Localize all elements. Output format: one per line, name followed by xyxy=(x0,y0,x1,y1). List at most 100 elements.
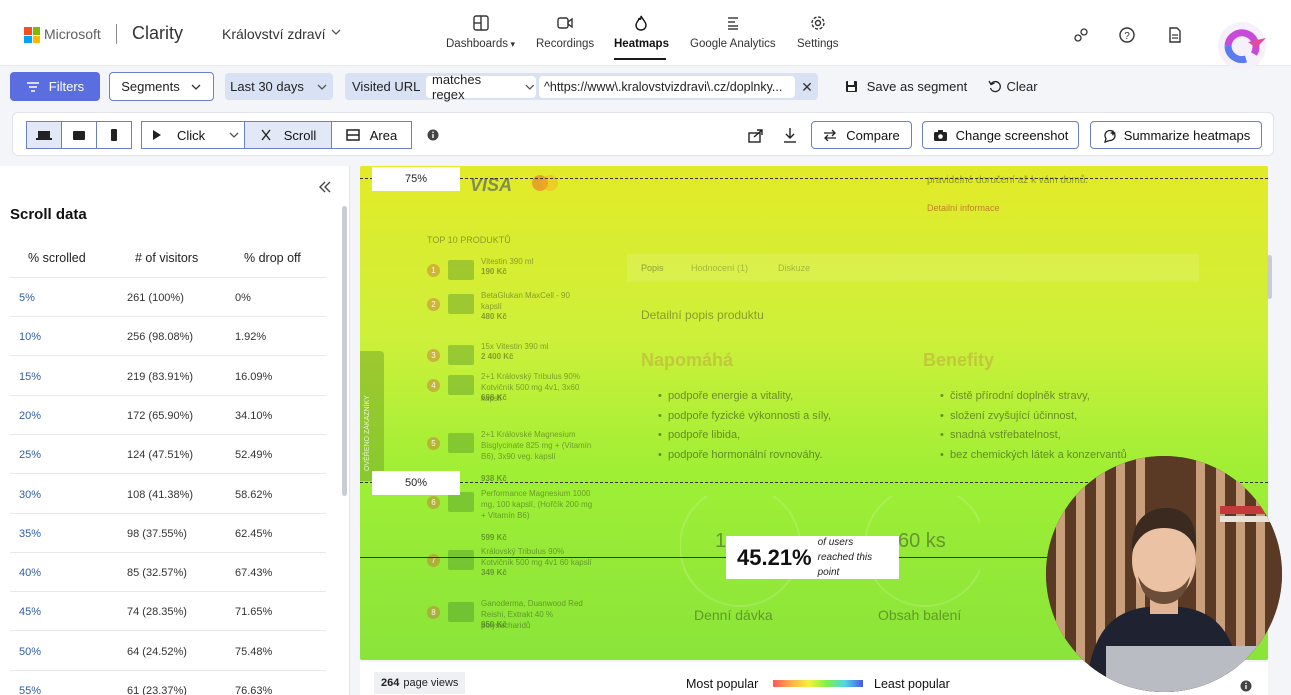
bullet-dot: • xyxy=(940,390,944,402)
table-row[interactable]: 20% 172 (65.90%) 34.10% xyxy=(10,396,326,435)
nav-label: Recordings xyxy=(536,38,595,50)
tab-diskuze[interactable]: Diskuze xyxy=(778,263,811,273)
clear-button[interactable]: Clear xyxy=(986,73,1040,100)
tab-hodnoceni[interactable]: Hodnocení (1) xyxy=(691,263,749,273)
save-segment-button[interactable]: Save as segment xyxy=(844,73,968,100)
product-name-link[interactable]: Královský Tribulus 90% Kotvičník 500 mg … xyxy=(481,547,592,567)
mobile-device-button[interactable] xyxy=(96,121,132,149)
scroll-heatmap-button[interactable]: Scroll xyxy=(244,121,332,149)
desktop-device-button[interactable] xyxy=(26,121,62,149)
account-avatar-icon[interactable] xyxy=(1214,20,1270,72)
scrolled-cell: 50% xyxy=(19,645,42,658)
date-range-select[interactable]: Last 30 days xyxy=(225,73,333,100)
filter-icon xyxy=(26,81,39,92)
nav-recordings[interactable]: Recordings xyxy=(536,14,594,50)
product-thumbnail[interactable] xyxy=(448,375,474,395)
nav-heatmaps[interactable]: Heatmaps xyxy=(614,14,669,50)
mobile-icon xyxy=(111,129,117,141)
scrolled-cell: 5% xyxy=(19,292,35,304)
tablet-device-button[interactable] xyxy=(61,121,97,149)
save-segment-label: Save as segment xyxy=(866,79,968,94)
document-icon[interactable] xyxy=(1166,26,1184,44)
table-row[interactable]: 25% 124 (47.51%) 52.49% xyxy=(10,435,326,475)
summarize-heatmaps-button[interactable]: Summarize heatmaps xyxy=(1090,121,1262,149)
tab-popis[interactable]: Popis xyxy=(641,263,664,273)
benefity-heading: Benefity xyxy=(923,350,995,370)
heatmap-scrollbar[interactable] xyxy=(1267,255,1272,299)
product-name[interactable]: Clarity xyxy=(132,23,184,43)
area-heatmap-button[interactable]: Area xyxy=(331,121,412,149)
table-row[interactable]: 50% 64 (24.52%) 75.48% xyxy=(10,632,326,671)
help-icon[interactable]: ? xyxy=(1118,26,1136,44)
product-name-link[interactable]: 2+1 Královský Tribulus 90% Kotvičník 500… xyxy=(481,372,580,403)
column-header-dropoff[interactable]: % drop off xyxy=(244,251,301,265)
info-icon[interactable] xyxy=(427,129,439,141)
share-icon[interactable] xyxy=(748,128,764,143)
visitors-cell: 85 (32.57%) xyxy=(127,567,187,580)
table-row[interactable]: 15% 219 (83.91%) 16.09% xyxy=(10,357,326,396)
product-thumbnail[interactable] xyxy=(448,345,474,365)
scroll-icon xyxy=(261,129,271,141)
table-row[interactable]: 45% 74 (28.35%) 71.65% xyxy=(10,592,326,632)
verified-badge-tab[interactable]: OVĚŘENO ZÁKAZNÍKY xyxy=(360,351,384,481)
product-thumbnail[interactable] xyxy=(448,260,474,280)
table-row[interactable]: 55% 61 (23.37%) 76.63% xyxy=(10,671,326,695)
info-icon[interactable] xyxy=(1240,680,1252,692)
product-rank-badge: 3 xyxy=(427,349,440,362)
scroll-heatmap-view: VISA pravidelné doručení až k vám domů. … xyxy=(360,166,1268,660)
bullet-dot: • xyxy=(940,429,944,441)
product-rank-badge: 6 xyxy=(427,496,440,509)
nav-google-analytics[interactable]: Google Analytics xyxy=(690,14,776,50)
microsoft-logo-icon xyxy=(24,27,40,43)
bullet-dot: • xyxy=(940,409,944,422)
project-selector[interactable]: Království zdraví xyxy=(222,26,326,42)
product-thumbnail[interactable] xyxy=(448,550,474,570)
change-screenshot-button[interactable]: Change screenshot xyxy=(922,121,1079,149)
table-row[interactable]: 35% 98 (37.55%) 62.45% xyxy=(10,514,326,553)
product-name-link[interactable]: BetaGlukan MaxCell - 90 kapslí xyxy=(481,291,570,311)
scrolled-cell: 10% xyxy=(19,331,42,344)
product-price: 938 Kč xyxy=(481,474,507,483)
panel-scrollbar[interactable] xyxy=(342,206,347,496)
click-heatmap-button[interactable]: Click xyxy=(141,121,245,149)
product-rank-badge: 4 xyxy=(427,379,440,392)
operator-select[interactable]: matches regex xyxy=(426,72,536,102)
product-name-link[interactable]: Ganoderma, Duanwood Red Reishi, Extrakt … xyxy=(481,599,583,630)
product-thumbnail[interactable] xyxy=(448,602,474,622)
change-screenshot-label: Change screenshot xyxy=(955,127,1069,143)
share-users-icon[interactable] xyxy=(1072,26,1090,44)
product-name-link[interactable]: Performance Magnesium 1000 mg, 100 kapsl… xyxy=(481,489,593,520)
filters-button[interactable]: Filters xyxy=(10,72,100,101)
visited-url-label: Visited URL xyxy=(352,79,421,94)
segments-button[interactable]: Segments xyxy=(109,72,214,101)
product-name-link[interactable]: 2+1 Královské Magnesium Bisglycinate 825… xyxy=(481,430,592,461)
table-row[interactable]: 40% 85 (32.57%) 67.43% xyxy=(10,553,326,593)
chevron-down-icon[interactable] xyxy=(330,26,342,41)
nav-dashboards[interactable]: Dashboards ▾ xyxy=(446,14,515,50)
table-row[interactable]: 10% 256 (98.08%) 1.92% xyxy=(10,317,326,357)
product-thumbnail[interactable] xyxy=(448,294,474,314)
pack-content-value: 60 ks xyxy=(898,530,946,552)
table-row[interactable]: 30% 108 (41.38%) 58.62% xyxy=(10,475,326,514)
remove-filter-icon[interactable]: ✕ xyxy=(801,78,813,95)
table-row[interactable]: 5% 261 (100%) 0% xyxy=(10,278,326,317)
details-link[interactable]: Detailní informace xyxy=(927,203,1000,213)
nav-settings[interactable]: Settings xyxy=(797,14,839,50)
chevron-down-icon xyxy=(229,132,239,138)
daily-dose-value: 1 xyxy=(715,530,727,552)
recordings-icon xyxy=(557,17,573,29)
product-thumbnail[interactable] xyxy=(448,433,474,453)
download-icon[interactable] xyxy=(783,127,797,143)
product-name-link[interactable]: Vitestin 390 ml xyxy=(481,257,534,266)
column-header-scrolled[interactable]: % scrolled xyxy=(28,251,86,265)
copilot-icon xyxy=(1103,129,1116,143)
feature-bullet: podpoře energie a vitality, xyxy=(668,390,794,402)
url-value-input[interactable]: ^https://www\.kralovstvizdravi\.cz/dopln… xyxy=(539,76,795,98)
nav-label: Google Analytics xyxy=(690,38,776,50)
feature-bullet: čistě přírodní doplněk stravy, xyxy=(950,390,1090,402)
collapse-panel-icon[interactable] xyxy=(318,180,332,198)
product-thumbnail[interactable] xyxy=(448,492,474,512)
product-name-link[interactable]: 15x Vitestin 390 ml xyxy=(481,342,549,351)
compare-button[interactable]: Compare xyxy=(811,121,912,149)
column-header-visitors[interactable]: # of visitors xyxy=(135,251,199,265)
